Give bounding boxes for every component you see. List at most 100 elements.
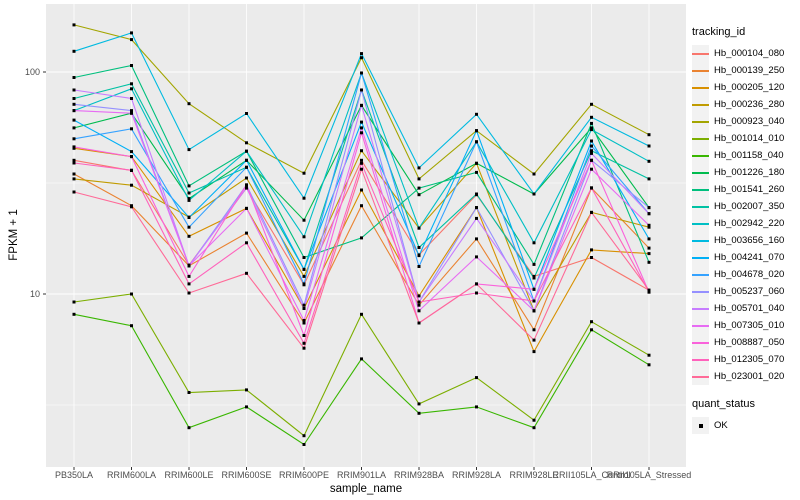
data-point: [187, 234, 191, 238]
data-point: [360, 103, 363, 107]
line-swatch-icon: [692, 188, 709, 191]
data-point: [245, 183, 248, 187]
data-point: [302, 196, 306, 200]
data-point: [532, 299, 536, 303]
data-point: [360, 204, 363, 208]
data-point: [590, 167, 593, 171]
data-point: [475, 291, 478, 295]
data-point: [475, 161, 478, 165]
y-tick-label: 100: [25, 67, 40, 77]
data-point: [72, 109, 76, 113]
data-point: [72, 300, 76, 304]
legend-title: tracking_id: [692, 26, 746, 38]
data-point: [590, 256, 593, 259]
legend-key-swatch: [692, 249, 709, 266]
data-point: [302, 282, 306, 286]
data-point: [417, 309, 421, 313]
legend-item: Hb_004241_070: [692, 249, 800, 266]
data-point: [187, 198, 191, 202]
line-swatch-icon: [692, 171, 709, 174]
data-point: [187, 282, 191, 286]
data-point: [302, 334, 306, 337]
legend-item: Hb_023001_020: [692, 368, 800, 385]
legend-key-swatch: [692, 181, 709, 198]
legend-item: Hb_000104_080: [692, 45, 800, 62]
data-point: [590, 158, 593, 162]
data-point: [72, 49, 76, 53]
legend-key-swatch: [692, 147, 709, 164]
data-point: [245, 149, 248, 153]
line-swatch-icon: [692, 256, 709, 259]
x-axis-title: sample_name: [329, 483, 403, 495]
legend-key-swatch: [692, 266, 709, 283]
data-point: [302, 274, 306, 278]
data-point: [590, 186, 593, 190]
legend-item: Hb_012305_070: [692, 351, 800, 368]
data-point: [647, 159, 651, 163]
data-point: [360, 120, 363, 124]
legend-item: Hb_002007_350: [692, 198, 800, 215]
data-point: [130, 31, 133, 35]
data-point: [532, 309, 536, 313]
line-swatch-icon: [692, 239, 709, 242]
data-point: [130, 87, 133, 91]
legend-item: Hb_005701_040: [692, 300, 800, 317]
data-point: [417, 411, 421, 415]
data-point: [130, 111, 133, 115]
x-tick-label: RRIM928BA: [394, 470, 444, 480]
data-point: [532, 350, 536, 354]
data-point: [130, 183, 133, 187]
data-point: [72, 177, 76, 181]
legend-item-label: Hb_001158_040: [714, 150, 784, 161]
legend-item: Hb_000205_120: [692, 79, 800, 96]
line-swatch-icon: [692, 358, 709, 361]
data-point: [532, 426, 536, 430]
line-swatch-icon: [692, 120, 709, 123]
data-point: [130, 64, 133, 67]
x-tick-label: RRIM600PE: [279, 470, 329, 480]
data-point: [532, 274, 536, 278]
legend-item: Hb_003656_160: [692, 232, 800, 249]
data-point: [590, 328, 593, 332]
data-point: [302, 321, 306, 325]
data-point: [647, 223, 651, 227]
legend-item: Hb_007305_010: [692, 317, 800, 334]
data-point: [417, 402, 421, 406]
data-point: [360, 126, 363, 130]
line-swatch-icon: [692, 307, 709, 310]
data-point: [72, 76, 76, 79]
line-swatch-icon: [692, 341, 709, 344]
data-point: [245, 141, 248, 145]
data-point: [302, 303, 306, 307]
data-point: [72, 102, 76, 106]
data-point: [187, 191, 191, 195]
data-point: [475, 140, 478, 144]
data-point: [417, 166, 421, 170]
data-point: [72, 126, 76, 130]
data-point: [647, 177, 651, 181]
data-point: [360, 312, 363, 316]
legend-item: Hb_000139_250: [692, 62, 800, 79]
legend-key-swatch: [692, 198, 709, 215]
data-point: [475, 255, 478, 259]
data-point: [72, 137, 76, 141]
data-point: [590, 320, 593, 324]
data-point: [532, 418, 536, 422]
legend-item-label: Hb_000139_250: [714, 65, 785, 76]
data-point: [417, 177, 421, 181]
data-point: [245, 231, 248, 235]
legend-key-swatch: [692, 45, 709, 62]
data-point: [245, 112, 248, 115]
x-tick-label: RRIM600LA: [107, 470, 156, 480]
data-point: [647, 260, 651, 264]
data-point: [647, 212, 651, 216]
data-point: [187, 102, 191, 106]
data-point: [475, 282, 478, 286]
legend-key-swatch: [692, 164, 709, 181]
legend-item-label: Hb_004678_020: [714, 269, 785, 280]
data-point: [302, 171, 306, 175]
data-point: [417, 265, 421, 268]
data-point: [647, 288, 651, 292]
legend-items: Hb_000104_080 Hb_000139_250 Hb_000205_120 H…: [692, 45, 800, 385]
data-point: [360, 131, 363, 135]
